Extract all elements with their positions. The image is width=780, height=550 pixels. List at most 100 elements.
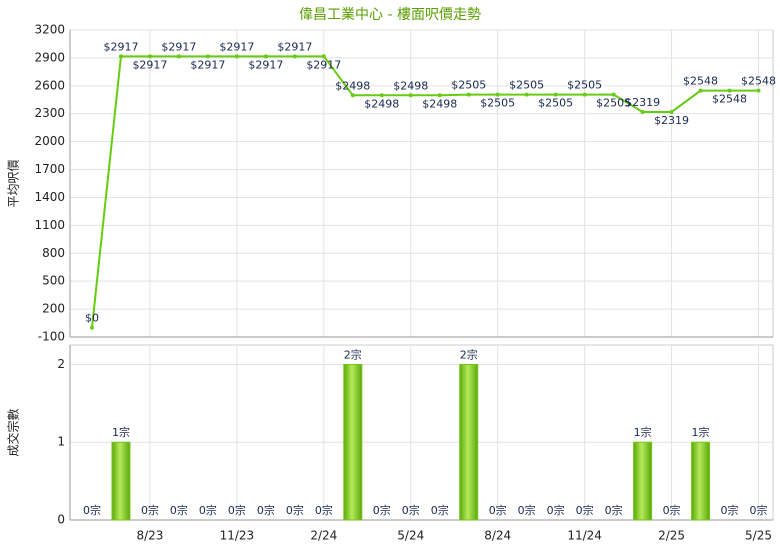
y-tick-label: 800 — [42, 246, 65, 260]
y-tick-label: 1400 — [34, 190, 65, 204]
value-label: 0宗 — [141, 503, 159, 517]
value-label: 0宗 — [170, 503, 188, 517]
point — [89, 325, 94, 330]
value-label: 0宗 — [489, 503, 507, 517]
point — [321, 54, 326, 59]
chart-title: 偉昌工業中心 - 樓面呎價走勢 — [299, 6, 481, 23]
value-label: $2319 — [654, 114, 689, 127]
bar — [633, 441, 653, 521]
y-tick-label: 1700 — [34, 162, 65, 176]
value-label: $2917 — [219, 40, 254, 53]
value-label: 0宗 — [257, 503, 275, 517]
value-label: 0宗 — [721, 503, 739, 517]
value-label: 0宗 — [605, 503, 623, 517]
value-label: $2548 — [712, 93, 747, 106]
bar — [111, 441, 131, 521]
value-label: $2498 — [335, 79, 370, 92]
value-label: 2宗 — [344, 347, 362, 361]
point — [379, 93, 384, 98]
y-tick-label: 2900 — [34, 50, 65, 64]
value-label: 0宗 — [663, 503, 681, 517]
point — [147, 54, 152, 59]
value-label: 0宗 — [518, 503, 536, 517]
value-label: $2505 — [596, 97, 631, 110]
value-label: $2917 — [132, 58, 167, 71]
value-label: 0宗 — [576, 503, 594, 517]
value-label: $2917 — [190, 58, 225, 71]
value-label: 0宗 — [431, 503, 449, 517]
value-label: $2917 — [277, 40, 312, 53]
x-tick-label: 2/24 — [310, 529, 337, 543]
x-tick-label: 5/24 — [397, 529, 424, 543]
point — [611, 92, 616, 97]
x-tick-label: 2/25 — [658, 529, 685, 543]
point — [495, 92, 500, 97]
point — [640, 109, 645, 114]
y-tick-label: -100 — [38, 330, 65, 344]
value-label: $2498 — [393, 79, 428, 92]
x-tick-label: 11/24 — [567, 529, 602, 543]
bar — [459, 363, 479, 521]
y-tick-label: 0 — [57, 513, 65, 527]
y-tick-label: 2600 — [34, 78, 65, 92]
y-axis-label: 平均呎價 — [7, 159, 21, 207]
point — [727, 88, 732, 93]
value-label: 0宗 — [373, 503, 391, 517]
point — [437, 93, 442, 98]
value-label: $2505 — [538, 97, 573, 110]
bar — [343, 363, 363, 521]
value-label: 0宗 — [83, 503, 101, 517]
x-tick-label: 8/24 — [484, 529, 511, 543]
y-axis-label: 成交宗數 — [6, 408, 21, 456]
value-label: $2498 — [364, 97, 399, 110]
y-tick-label: 2 — [57, 357, 65, 371]
point — [669, 109, 674, 114]
x-tick-label: 5/25 — [745, 529, 772, 543]
value-label: 0宗 — [402, 503, 420, 517]
y-tick-label: 3200 — [34, 23, 65, 37]
value-label: 0宗 — [547, 503, 565, 517]
point — [698, 88, 703, 93]
point — [466, 92, 471, 97]
point — [292, 54, 297, 59]
point — [553, 92, 558, 97]
point — [118, 54, 123, 59]
value-label: $2917 — [103, 40, 138, 53]
value-label: 0宗 — [199, 503, 217, 517]
value-label: 1宗 — [692, 425, 710, 439]
point — [176, 54, 181, 59]
value-label: $2319 — [625, 96, 660, 109]
x-tick-label: 8/23 — [136, 529, 163, 543]
value-label: $0 — [85, 312, 99, 325]
value-label: 1宗 — [634, 425, 652, 439]
point — [408, 93, 413, 98]
value-label: 0宗 — [315, 503, 333, 517]
value-label: $2917 — [161, 40, 196, 53]
point — [756, 88, 761, 93]
y-tick-label: 500 — [42, 274, 65, 288]
point — [582, 92, 587, 97]
y-tick-label: 200 — [42, 302, 65, 316]
line — [90, 55, 759, 328]
value-label: $2505 — [509, 79, 544, 92]
point — [263, 54, 268, 59]
value-label: 0宗 — [228, 503, 246, 517]
value-label: 0宗 — [286, 503, 304, 517]
value-label: $2548 — [683, 75, 718, 88]
value-label: $2548 — [741, 75, 776, 88]
point — [524, 92, 529, 97]
value-label: $2498 — [422, 97, 457, 110]
bar — [691, 441, 711, 521]
y-tick-label: 2000 — [34, 134, 65, 148]
value-label: $2917 — [306, 58, 341, 71]
point — [350, 93, 355, 98]
value-label: 0宗 — [750, 503, 768, 517]
value-label: 2宗 — [460, 347, 478, 361]
y-tick-label: 1100 — [34, 218, 65, 232]
value-label: $2917 — [248, 58, 283, 71]
plot-area — [69, 344, 774, 521]
y-tick-label: 1 — [57, 435, 65, 449]
value-label: 1宗 — [112, 425, 130, 439]
value-label: $2505 — [451, 79, 486, 92]
